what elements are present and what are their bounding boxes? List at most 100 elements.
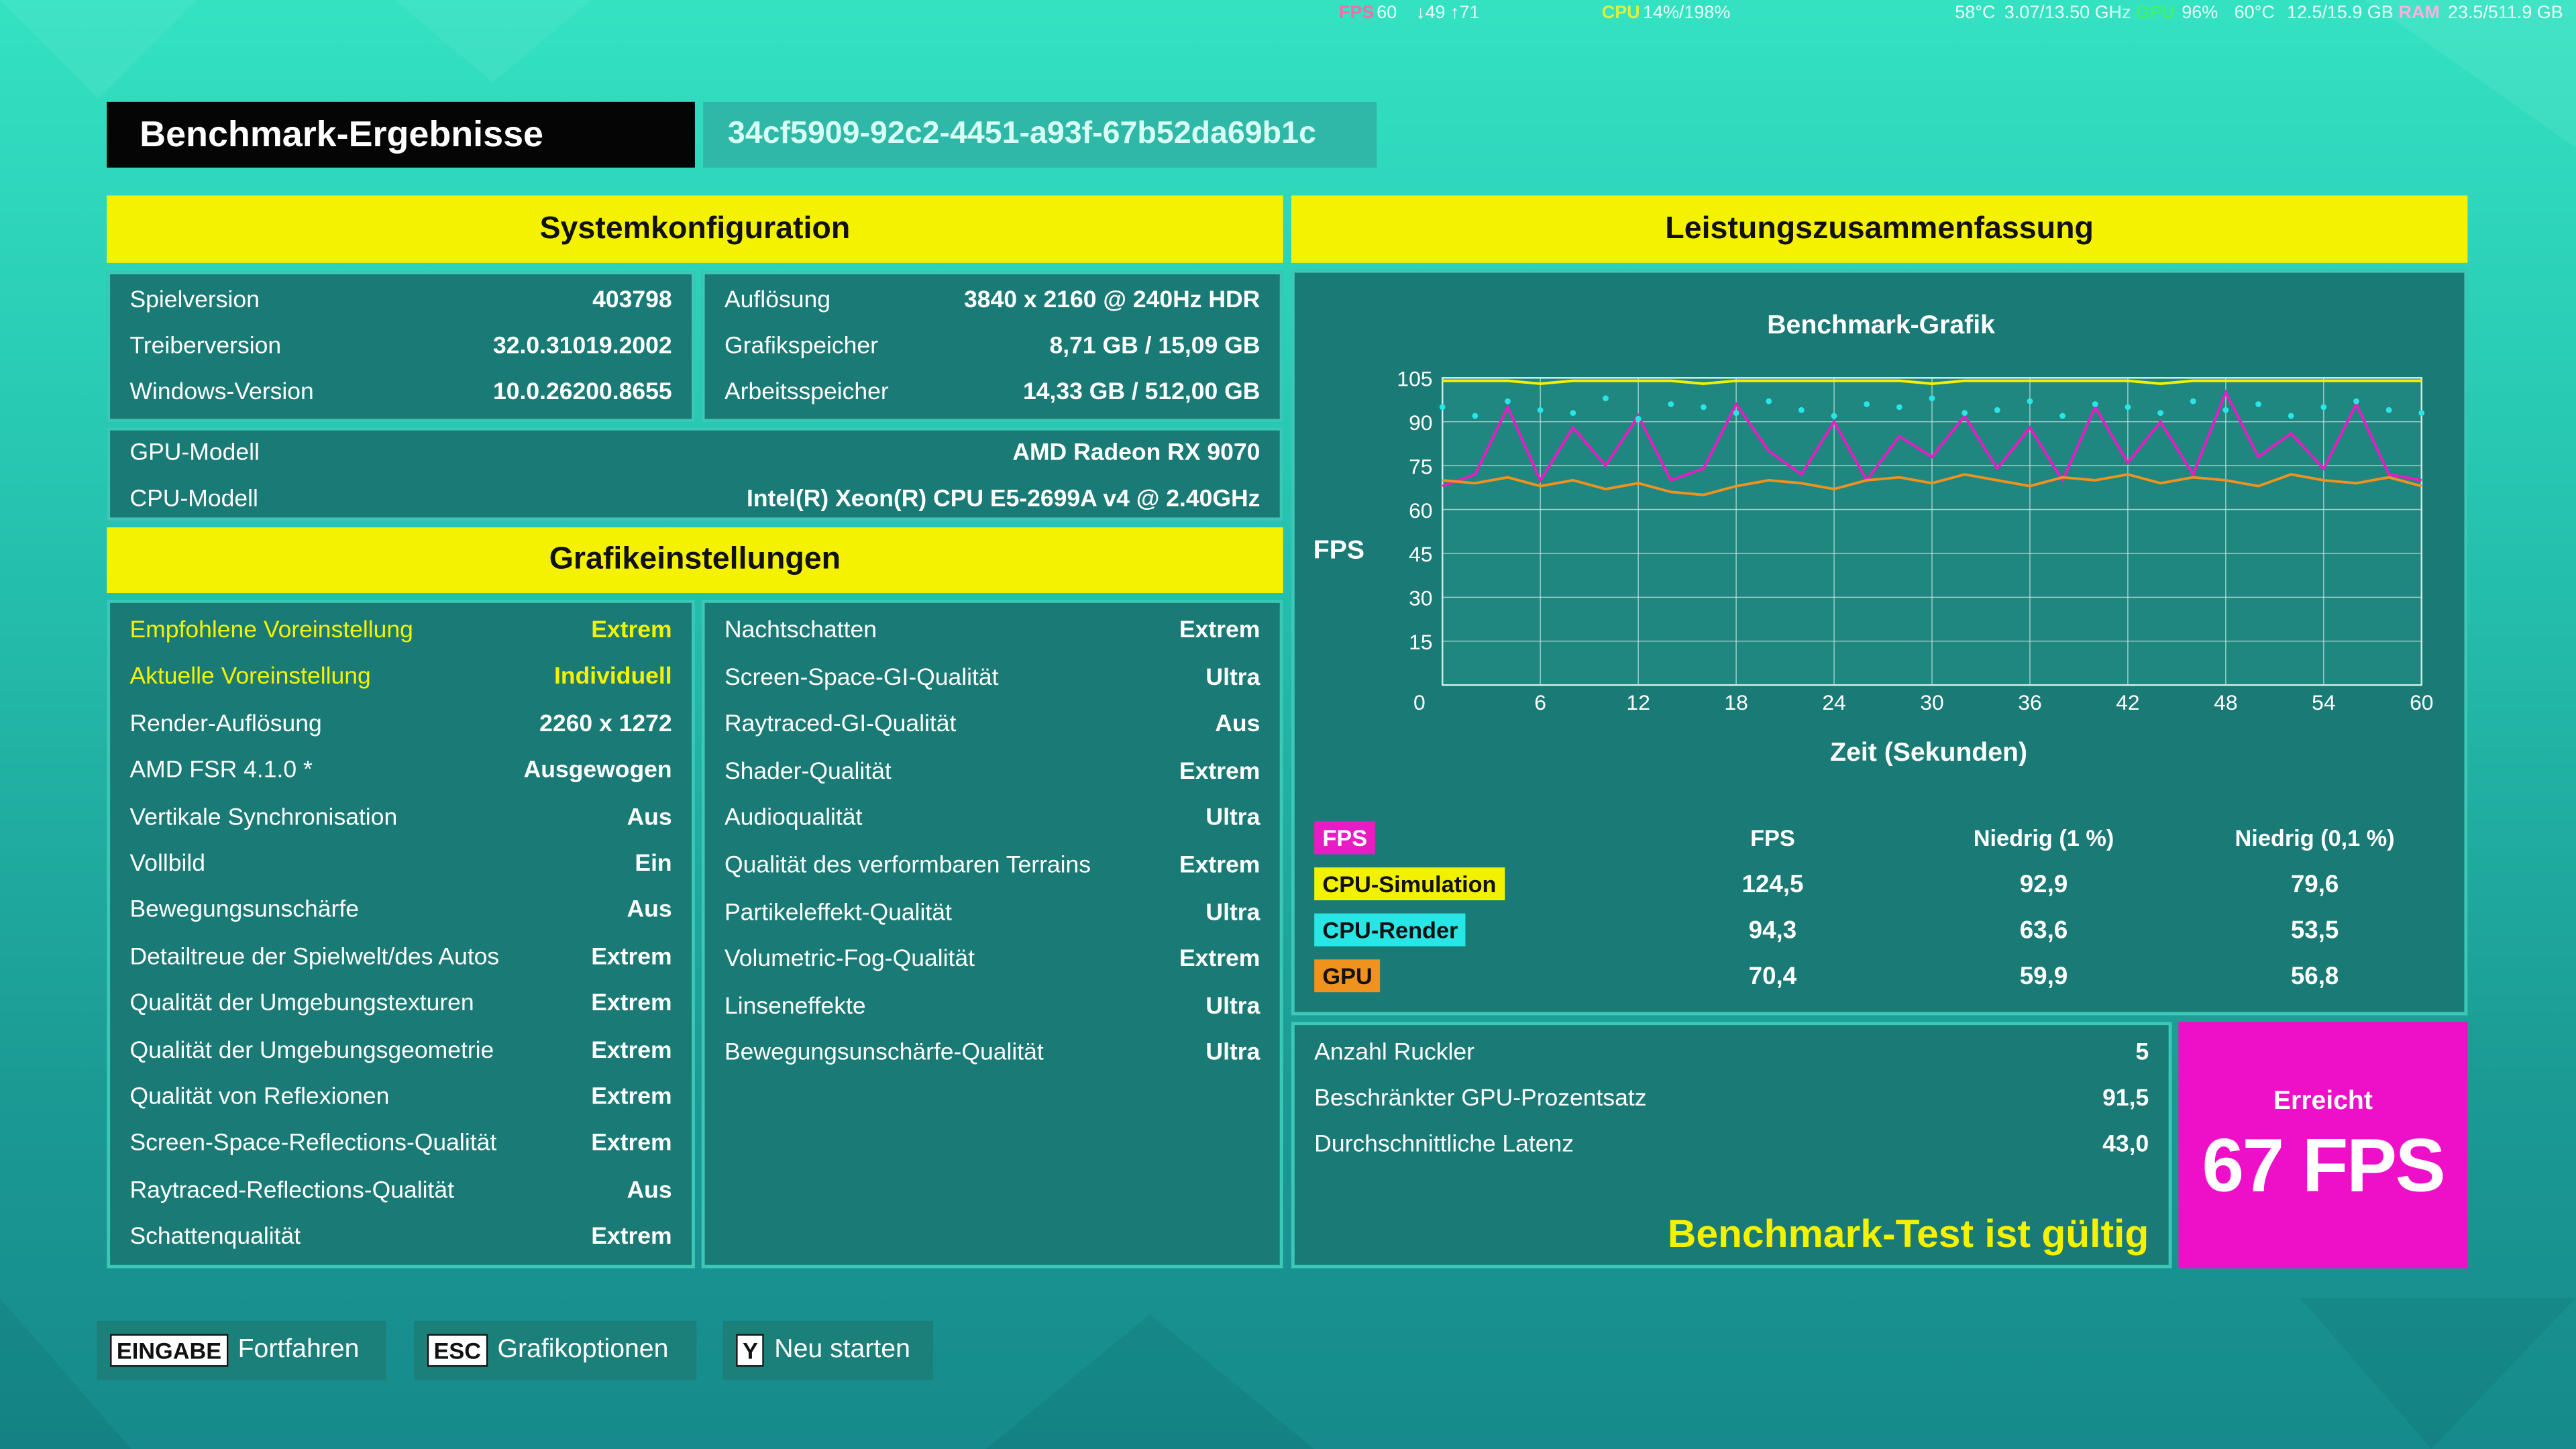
setting-row: Bewegungsunschärfe-Qualität Ultra	[724, 1040, 1260, 1067]
table-cell: 92,9	[2019, 870, 2068, 899]
stats-panel: Benchmark-Test ist gültig Anzahl Ruckler…	[1291, 1022, 2172, 1269]
system-panel: Auflösung 3840 x 2160 @ 240Hz HDR Grafiksp…	[701, 271, 1283, 423]
legend-badge: GPU	[1314, 959, 1381, 993]
setting-label: Vertikale Synchronisation	[129, 804, 398, 831]
data-point	[1994, 407, 2000, 413]
overlay-text: 58°C	[1955, 3, 1996, 23]
header-title: Benchmark-Ergebnisse	[107, 101, 695, 168]
data-point	[2353, 398, 2359, 405]
setting-row: Beschränkter GPU-Prozentsatz 91,5	[1314, 1086, 2149, 1112]
setting-value: Aus	[1215, 711, 1260, 739]
footer-button[interactable]: EINGABE Fortfahren	[97, 1320, 386, 1381]
setting-value: Ausgewogen	[523, 757, 672, 784]
setting-value: 10.0.26200.8655	[493, 379, 672, 406]
setting-label: Windows-Version	[129, 379, 314, 406]
chart: Benchmark-Grafik FPS Zeit (Sekunden) 15 30 45…	[1313, 311, 2434, 767]
data-point	[2125, 404, 2131, 411]
section-title: Leistungszusammenfassung	[1291, 195, 2468, 263]
legend-badge: FPS	[1314, 821, 1376, 855]
x-tick-label: 24	[1822, 690, 1845, 714]
data-point	[1864, 401, 1870, 407]
setting-label: Raytraced-GI-Qualität	[724, 711, 957, 739]
setting-label: Empfohlene Voreinstellung	[129, 617, 413, 645]
x-tick-label: 6	[1534, 690, 1546, 714]
setting-label: Nachtschatten	[724, 617, 877, 645]
data-point	[1962, 410, 1968, 417]
data-line	[1442, 389, 2422, 488]
graphics-panel: Nachtschatten Extrem Screen-Space-GI-Quali…	[701, 599, 1283, 1269]
table-cell: 70,4	[1748, 963, 1797, 991]
setting-value: Ein	[635, 851, 672, 877]
section-title: Systemkonfiguration	[107, 195, 1283, 263]
setting-row: GPU-Modell AMD Radeon RX 9070	[129, 440, 1260, 466]
setting-row: Partikeleffekt-Qualität Ultra	[724, 900, 1260, 926]
result-value: 67 FPS	[2202, 1122, 2445, 1208]
overlay-text: 3.07/13.50 GHz	[2004, 3, 2131, 23]
setting-value: Ultra	[1205, 994, 1260, 1020]
setting-value: Extrem	[1179, 853, 1260, 879]
table-cell: 124,5	[1741, 870, 1804, 899]
setting-label: Bewegungsunschärfe	[129, 898, 360, 924]
setting-value: Ultra	[1205, 1040, 1260, 1067]
setting-row: CPU-Modell Intel(R) Xeon(R) CPU E5-2699A …	[129, 486, 1260, 513]
setting-label: Beschränkter GPU-Prozentsatz	[1314, 1085, 1647, 1112]
legend-badge: CPU-Simulation	[1314, 867, 1505, 901]
overlay-text: 12.5/15.9 GB	[2286, 3, 2394, 23]
table-header: Niedrig (0,1 %)	[2235, 824, 2395, 851]
key-hint: Y	[736, 1334, 765, 1367]
key-hint: EINGABE	[110, 1334, 228, 1367]
overlay-text: 23.5/511.9 GB	[2447, 3, 2563, 23]
setting-row: Bewegungsunschärfe Aus	[129, 898, 672, 924]
setting-label: Qualität der Umgebungstexturen	[129, 991, 474, 1018]
setting-row: Schattenqualität Extrem	[129, 1224, 672, 1250]
setting-label: Shader-Qualität	[724, 758, 892, 786]
setting-label: Anzahl Ruckler	[1314, 1040, 1474, 1067]
setting-row: Qualität des verformbaren Terrains Extrem	[724, 853, 1260, 879]
setting-row: Render-Auflösung 2260 x 1272	[129, 711, 672, 737]
setting-row: Durchschnittliche Latenz 43,0	[1314, 1132, 2149, 1158]
setting-row: Aktuelle Voreinstellung Individuell	[129, 664, 672, 690]
system-panel: Spielversion 403798 Treiberversion 32.0.310…	[107, 271, 695, 423]
button-label: Neu starten	[774, 1336, 910, 1364]
setting-row: AMD FSR 4.1.0 * Ausgewogen	[129, 757, 672, 784]
benchmark-id: 34cf5909-92c2-4451-a93f-67b52da69b1c	[703, 101, 1377, 168]
hardware-panel: GPU-Modell AMD Radeon RX 9070 CPU-Modell In…	[107, 427, 1283, 521]
setting-value: Extrem	[591, 1224, 672, 1251]
footer-button[interactable]: ESC Grafikoptionen	[414, 1320, 697, 1381]
overlay-text: GPU	[2135, 3, 2176, 23]
data-point	[1701, 404, 1707, 411]
setting-row: Vollbild Ein	[129, 851, 672, 877]
setting-row: Spielversion 403798	[129, 288, 672, 314]
setting-label: Partikeleffekt-Qualität	[724, 900, 952, 926]
setting-value: Ultra	[1205, 805, 1260, 833]
setting-row: Linseneffekte Ultra	[724, 994, 1260, 1020]
overlay-text: 60	[1377, 3, 1397, 23]
setting-row: Raytraced-GI-Qualität Aus	[724, 712, 1260, 738]
key-hint: ESC	[427, 1334, 488, 1367]
setting-value: Aus	[627, 804, 672, 831]
data-point	[1896, 404, 1902, 411]
setting-value: Aus	[627, 898, 672, 924]
x-tick-label: 18	[1724, 690, 1748, 714]
footer-button[interactable]: Y Neu starten	[722, 1320, 934, 1381]
data-point	[1570, 410, 1576, 417]
y-axis-label: FPS	[1313, 536, 1364, 565]
y-tick-label: 15	[1409, 630, 1432, 654]
data-point	[1733, 410, 1739, 417]
setting-value: Extrem	[591, 944, 672, 971]
setting-row: Screen-Space-GI-Qualität Ultra	[724, 665, 1260, 691]
data-line	[1442, 473, 2422, 496]
table-cell: 94,3	[1748, 916, 1797, 945]
setting-label: Spielversion	[129, 287, 260, 314]
setting-label: Linseneffekte	[724, 994, 866, 1020]
valid-text: Benchmark-Test ist gültig	[1667, 1212, 2149, 1257]
button-label: Fortfahren	[237, 1336, 360, 1364]
data-point	[2059, 413, 2066, 419]
data-point	[2385, 407, 2392, 413]
setting-label: Auflösung	[724, 287, 830, 314]
setting-label: Qualität der Umgebungsgeometrie	[129, 1037, 494, 1064]
setting-row: Treiberversion 32.0.31019.2002	[129, 333, 672, 360]
